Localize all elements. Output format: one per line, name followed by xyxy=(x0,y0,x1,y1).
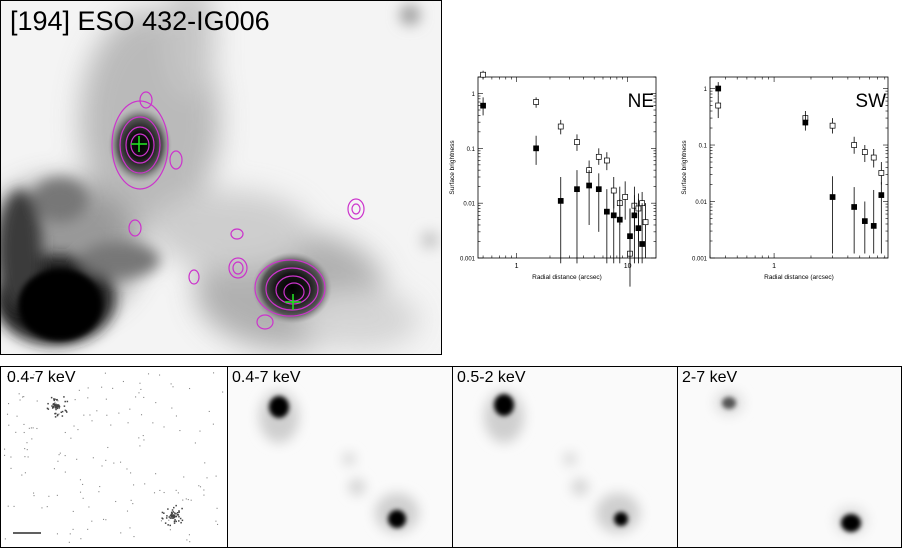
xray-panel-label: 0.5-2 keV xyxy=(457,369,526,386)
xray-contours xyxy=(111,91,365,330)
x-axis-label: Radial distance (arcsec) xyxy=(532,274,602,281)
x-tick-label: 10 xyxy=(624,263,632,270)
data-point-open xyxy=(851,142,857,148)
data-point-filled xyxy=(616,216,623,223)
data-point-open xyxy=(574,139,580,145)
radial-profile-chart-ne: 1 10 0.001 0.01 0.1 1 Radial distance (arcsec)… xyxy=(449,70,657,287)
nucleus-marker-north xyxy=(131,136,147,152)
y-axis-label: Surface brightness xyxy=(449,140,456,195)
xray-panel-label: 2-7 keV xyxy=(682,369,738,386)
data-point-open xyxy=(604,157,610,164)
xray-panel-raw-events xyxy=(1,367,227,547)
data-point-filled xyxy=(604,208,610,215)
y-tick-label: 0.01 xyxy=(463,202,475,208)
data-point-filled xyxy=(533,145,539,152)
optical-image-panel xyxy=(0,0,442,355)
data-point-filled xyxy=(715,85,722,92)
xray-panel-label: 0.4-7 keV xyxy=(232,369,301,386)
y-tick-label: 0.1 xyxy=(699,144,708,150)
data-point-filled xyxy=(610,212,617,219)
xray-panel-smoothed-full-band xyxy=(227,367,452,547)
y-tick-label: 0.1 xyxy=(467,147,476,153)
y-tick-label: 1 xyxy=(704,87,708,93)
data-point-open xyxy=(861,149,868,155)
region-label: NE xyxy=(628,91,654,112)
data-point-filled xyxy=(627,233,633,240)
data-point-filled xyxy=(870,223,877,229)
x-axis-label: Radial distance (arcsec) xyxy=(764,274,834,281)
data-point-open xyxy=(595,153,602,160)
region-label: SW xyxy=(855,91,886,112)
data-point-filled xyxy=(586,182,592,189)
y-tick-label: 1 xyxy=(472,92,476,98)
x-tick-label: 1 xyxy=(772,263,776,270)
data-point-filled xyxy=(574,186,580,193)
data-point-open xyxy=(829,122,836,129)
data-point-filled xyxy=(557,198,564,204)
data-point-open xyxy=(480,71,486,78)
xray-panel-hard-band xyxy=(677,367,901,547)
data-point-filled xyxy=(480,102,486,109)
y-axis-label: Surface brightness xyxy=(681,140,688,195)
nucleus-marker-south xyxy=(285,294,301,310)
data-point-open xyxy=(715,102,722,109)
plot-frame xyxy=(477,76,657,259)
data-point-filled xyxy=(851,204,857,210)
data-point-open xyxy=(533,99,539,105)
data-point-filled xyxy=(639,241,645,247)
data-point-filled xyxy=(878,192,885,198)
data-point-filled xyxy=(631,212,638,219)
y-tick-label: 0.001 xyxy=(692,257,708,263)
xray-image-strip: 0.4-7 keV 0.4-7 keV 0.5-2 keV 2-7 keV xyxy=(0,366,902,548)
y-tick-label: 0.01 xyxy=(695,200,707,206)
x-tick-label: 1 xyxy=(515,263,519,270)
data-point-open xyxy=(642,219,649,226)
data-point-filled xyxy=(595,186,602,193)
data-point-open xyxy=(878,170,885,176)
data-point-open xyxy=(610,187,617,194)
data-point-filled xyxy=(861,218,868,224)
data-point-filled xyxy=(635,225,642,232)
y-tick-label: 0.001 xyxy=(460,257,476,263)
data-point-filled xyxy=(829,194,836,200)
xray-panel-soft-band xyxy=(452,367,677,547)
data-point-filled xyxy=(802,119,809,126)
data-point-open xyxy=(557,123,564,130)
radial-profile-chart-sw: 1 0.001 0.01 0.1 1 Radial distance (arcsec) Su… xyxy=(681,76,889,281)
xray-panel-label: 0.4-7 keV xyxy=(7,369,76,386)
image-title: [194] ESO 432-IG006 xyxy=(10,6,270,36)
data-point-open xyxy=(870,154,877,161)
data-point-open xyxy=(622,194,629,200)
